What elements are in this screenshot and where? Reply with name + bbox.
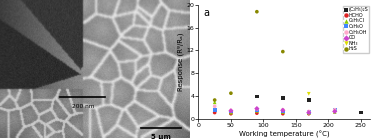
C₆H₅Cl — [254, 110, 260, 112]
H₂S — [228, 92, 234, 94]
C₂H₅OH — [332, 109, 338, 111]
CO — [332, 110, 338, 113]
CO — [228, 110, 234, 112]
HCHO — [280, 113, 286, 115]
C₂H₅OH — [212, 105, 218, 107]
C₆H₅Cl — [332, 111, 338, 113]
X-axis label: Working temperature (°C): Working temperature (°C) — [239, 131, 330, 138]
C₂H₅OH — [280, 109, 286, 111]
Y-axis label: Response (Rᵍ/Rₐ): Response (Rᵍ/Rₐ) — [177, 33, 184, 91]
C₂H₅OH — [254, 108, 260, 110]
C₃H₆O — [254, 109, 260, 111]
(C₂H₅)₂S — [254, 95, 260, 98]
C₃H₆O — [212, 109, 218, 111]
Legend: (C₂H₅)₂S, HCHO, C₆H₅Cl, C₃H₆O, C₂H₅OH, CO, NH₃, H₂S: (C₂H₅)₂S, HCHO, C₆H₅Cl, C₃H₆O, C₂H₅OH, C… — [343, 6, 369, 53]
HCHO — [306, 113, 312, 115]
HCHO — [212, 111, 218, 114]
CO — [280, 109, 286, 111]
HCHO — [254, 112, 260, 114]
Text: a: a — [204, 8, 210, 18]
(C₂H₅)₂S — [358, 111, 364, 114]
NH₃ — [306, 93, 312, 95]
H₂S — [254, 11, 260, 13]
H₂S — [280, 50, 286, 53]
C₆H₅Cl — [212, 101, 218, 103]
CO — [254, 107, 260, 110]
Text: 200 nm: 200 nm — [71, 104, 94, 109]
C₆H₅Cl — [280, 111, 286, 113]
HCHO — [228, 113, 234, 115]
C₆H₅Cl — [306, 112, 312, 114]
C₃H₆O — [306, 111, 312, 113]
C₆H₅Cl — [228, 111, 234, 114]
Text: 5 μm: 5 μm — [151, 134, 170, 139]
C₃H₆O — [332, 109, 338, 111]
C₂H₅OH — [228, 109, 234, 111]
C₃H₆O — [228, 110, 234, 113]
CO — [306, 111, 312, 114]
H₂S — [212, 99, 218, 101]
(C₂H₅)₂S — [306, 99, 312, 101]
C₂H₅OH — [306, 110, 312, 113]
(C₂H₅)₂S — [280, 97, 286, 99]
C₃H₆O — [280, 110, 286, 113]
